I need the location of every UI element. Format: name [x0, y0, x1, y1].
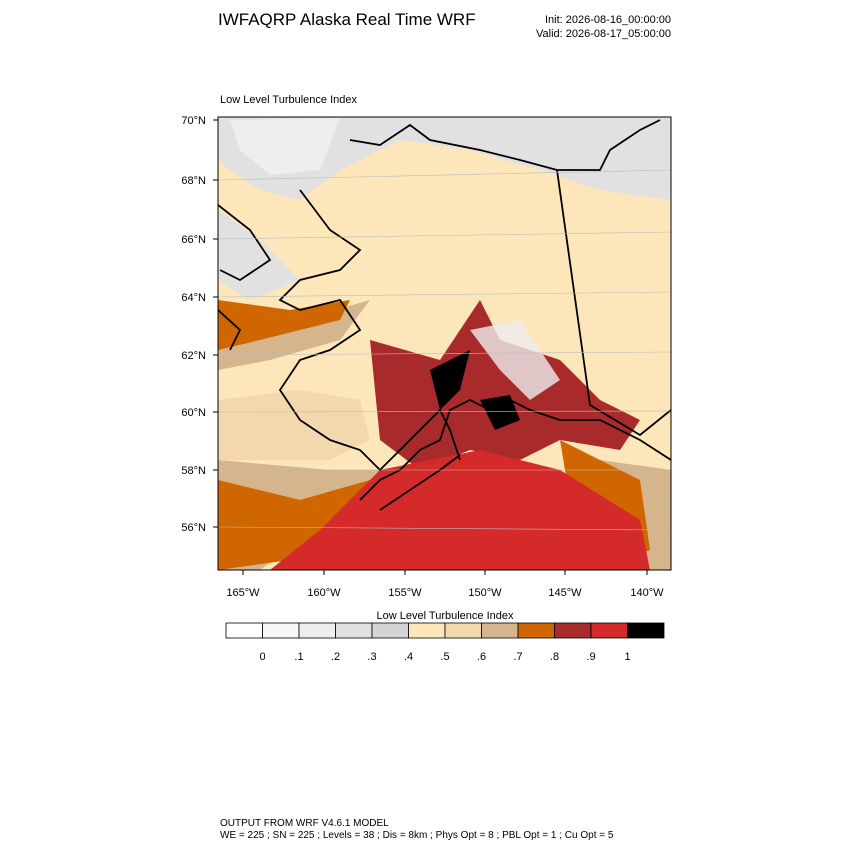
colorbar-tick-label: 1 — [624, 651, 630, 663]
map-frame — [217, 116, 672, 571]
colorbar-title: Low Level Turbulence Index — [377, 610, 514, 622]
colorbar-tick-label: 0 — [259, 651, 265, 663]
colorbar-box — [371, 622, 409, 639]
colorbar-tick-label: .9 — [586, 651, 595, 663]
title: IWFAQRP Alaska Real Time WRF — [218, 10, 476, 29]
footer-line: WE = 225 ; SN = 225 ; Levels = 38 ; Dis … — [220, 830, 614, 841]
colorbar-tick-label: .3 — [367, 651, 376, 663]
colorbar-tick-label: .7 — [513, 651, 522, 663]
colorbar-box — [554, 622, 592, 639]
colorbar-tick-label: .4 — [404, 651, 413, 663]
lon-label: 140°W — [630, 587, 664, 599]
lat-label: 60°N — [181, 407, 206, 419]
colorbar-tick-label: .2 — [331, 651, 340, 663]
colorbar-box — [627, 622, 665, 639]
colorbar-tick-label: .1 — [294, 651, 303, 663]
lon-label: 160°W — [307, 587, 341, 599]
colorbar-box — [444, 622, 482, 639]
lat-label: 66°N — [181, 234, 206, 246]
lon-label: 145°W — [548, 587, 582, 599]
colorbar-box — [590, 622, 628, 639]
colorbar-box — [408, 622, 446, 639]
colorbar-tick-label: .6 — [477, 651, 486, 663]
colorbar-box — [298, 622, 336, 639]
map-title: Low Level Turbulence Index — [220, 94, 357, 106]
colorbar-box — [335, 622, 373, 639]
colorbar-tick-label: .5 — [440, 651, 449, 663]
init-time: Init: 2026-08-16_00:00:00 — [545, 14, 671, 26]
colorbar-box — [262, 622, 300, 639]
footer-line: OUTPUT FROM WRF V4.6.1 MODEL — [220, 818, 389, 829]
colorbar-box — [481, 622, 519, 639]
map-field — [218, 117, 671, 570]
lat-label: 68°N — [181, 175, 206, 187]
lon-label: 165°W — [226, 587, 260, 599]
lat-label: 64°N — [181, 292, 206, 304]
lat-label: 62°N — [181, 350, 206, 362]
lat-label: 56°N — [181, 522, 206, 534]
colorbar-box — [225, 622, 263, 639]
valid-time: Valid: 2026-08-17_05:00:00 — [536, 28, 671, 40]
colorbar-box — [517, 622, 555, 639]
lon-label: 150°W — [468, 587, 502, 599]
lat-label: 70°N — [181, 115, 206, 127]
colorbar-tick-label: .8 — [550, 651, 559, 663]
lon-label: 155°W — [388, 587, 422, 599]
lat-label: 58°N — [181, 465, 206, 477]
